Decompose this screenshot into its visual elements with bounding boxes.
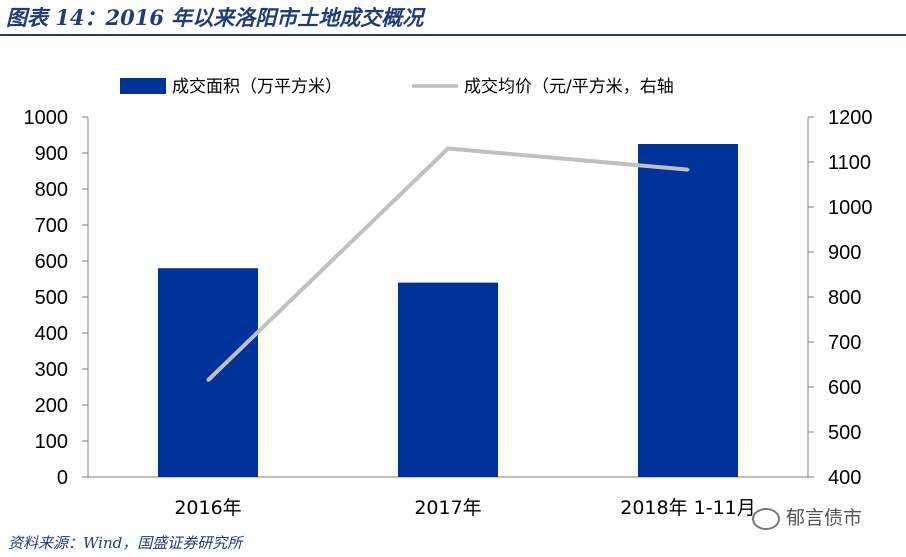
right-tick-label: 1100 (828, 152, 871, 174)
category-label: 2018年 1-11月 (620, 497, 756, 519)
price-point-2 (686, 168, 690, 172)
legend-bar-label: 成交面积（万平方米） (172, 77, 342, 97)
category-label: 2017年 (414, 497, 481, 519)
right-tick-label: 400 (828, 467, 861, 489)
right-tick-label: 1000 (828, 197, 873, 219)
left-tick-label: 300 (35, 359, 68, 381)
price-line (206, 146, 690, 382)
left-tick-label: 200 (35, 395, 68, 417)
combo-chart: 成交面积（万平方米） 成交均价（元/平方米，右轴 0 100 200 300 400 50… (24, 77, 873, 519)
bar-area-1 (398, 282, 498, 477)
wechat-icon (752, 507, 780, 530)
source-note: 资料来源：Wind，国盛证券研究所 (8, 534, 243, 552)
chart-title: 图表 14：2016 年以来洛阳市土地成交概况 (6, 5, 424, 30)
legend-line-label: 成交均价（元/平方米，右轴 (464, 77, 674, 97)
category-label: 2016年 (174, 497, 241, 519)
left-tick-label: 1000 (24, 107, 69, 129)
left-tick-label: 400 (35, 323, 68, 345)
left-tick-label: 900 (35, 143, 68, 165)
watermark-text: 郁言债市 (786, 507, 863, 529)
right-tick-label: 700 (828, 332, 861, 354)
right-tick-label: 500 (828, 422, 861, 444)
left-tick-label: 100 (35, 431, 68, 453)
watermark: 郁言债市 (752, 503, 862, 530)
bars (158, 144, 738, 477)
right-tick-label: 800 (828, 287, 861, 309)
left-tick-label: 800 (35, 179, 68, 201)
bar-area-0 (158, 268, 258, 477)
legend: 成交面积（万平方米） 成交均价（元/平方米，右轴 (120, 77, 674, 97)
left-tick-label: 700 (35, 215, 68, 237)
category-labels: 2016年 2017年 2018年 1-11月 (174, 497, 755, 519)
left-tick-label: 600 (35, 251, 68, 273)
right-tick-label: 900 (828, 242, 861, 264)
bar-area-2 (638, 144, 738, 477)
left-tick-label: 0 (57, 467, 68, 489)
left-tick-label: 500 (35, 287, 68, 309)
price-point-1 (446, 147, 450, 150)
title-divider (0, 34, 906, 36)
price-point-0 (206, 378, 210, 382)
axes: 0 100 200 300 400 500 600 700 800 900 1000 400 500 60… (24, 107, 873, 489)
right-tick-label: 1200 (828, 107, 873, 129)
legend-bar-swatch (120, 78, 166, 94)
right-tick-label: 600 (828, 377, 861, 399)
